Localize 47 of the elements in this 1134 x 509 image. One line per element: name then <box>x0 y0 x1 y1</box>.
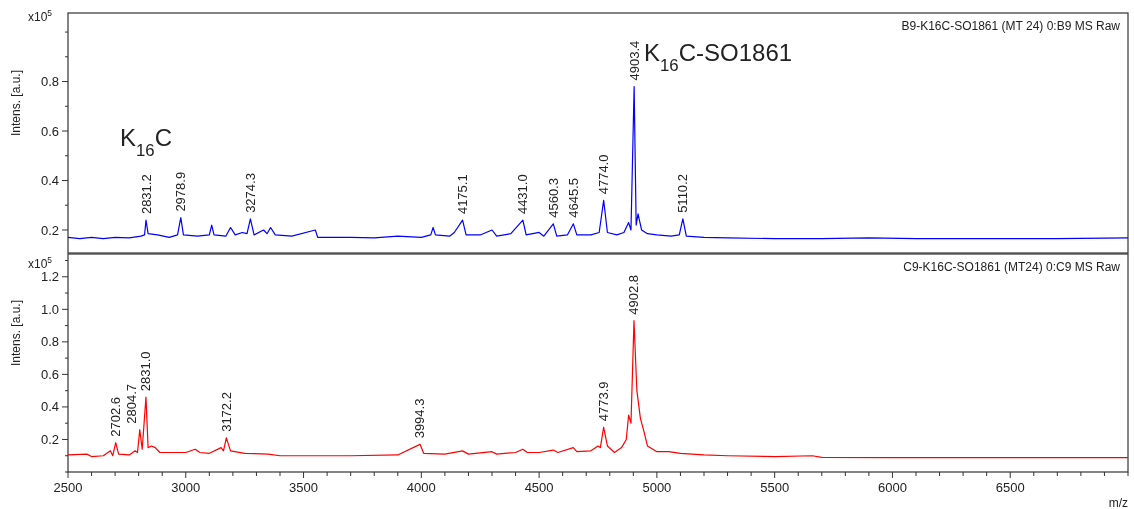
y-tick-label: 1.0 <box>40 301 59 317</box>
annotation: 2831.0 <box>138 351 154 392</box>
y-tick-label: 0.2 <box>40 222 59 238</box>
y-tick-label: 0.6 <box>40 366 59 382</box>
x-tick-label: 5500 <box>760 480 790 495</box>
y-tick-label: 0.2 <box>40 432 59 448</box>
annotation: 3172.2 <box>218 392 234 432</box>
annotation: 2978.9 <box>173 171 189 212</box>
line-series <box>68 85 1128 240</box>
text: x10$^{5}$ <box>28 8 53 24</box>
y-tick-label: 0.4 <box>40 399 59 415</box>
y-tick-label: 0.8 <box>40 74 59 90</box>
x-tick-label: 6000 <box>877 480 907 495</box>
x-axis-title: m/z <box>1108 496 1128 509</box>
annotation: 4175.1 <box>455 174 471 215</box>
annotation: 4774.0 <box>596 154 612 195</box>
annotation: 4902.8 <box>626 274 642 315</box>
annotation: K$_{16}$C-SO1861 <box>644 39 793 75</box>
y-tick-label: 1.2 <box>40 269 59 285</box>
line-series <box>68 320 1128 459</box>
y-tick-label: 0.8 <box>40 334 59 350</box>
y-tick-label: 0.4 <box>40 173 59 189</box>
x-tick-label: 6500 <box>995 480 1025 495</box>
annotation: 2831.2 <box>138 174 154 215</box>
annotation: 2702.6 <box>108 396 124 437</box>
annotation: 4560.3 <box>545 178 561 218</box>
y-axis-title: Intens. [a.u.] <box>9 69 23 137</box>
annotation: 4773.9 <box>596 381 612 422</box>
annotation: 3994.3 <box>412 398 428 439</box>
annotation: 5110.2 <box>675 174 691 213</box>
x-tick-label: 3500 <box>289 480 319 495</box>
annotation: 4903.4 <box>626 40 642 81</box>
annotation: 3274.3 <box>242 173 258 213</box>
x-tick-label: 4500 <box>524 480 554 495</box>
x-tick-label: 2500 <box>53 480 83 495</box>
annotation: 4645.5 <box>565 178 581 218</box>
x-tick-label: 3000 <box>171 480 201 495</box>
annotation: 2804.7 <box>124 383 140 424</box>
x-tick-label: 4000 <box>406 480 436 495</box>
annotation: K$_{16}$C <box>120 124 173 160</box>
text: B9-K16C-SO1861 (MT 24) 0:B9 MS Raw <box>901 19 1121 33</box>
y-tick-label: 0.6 <box>40 123 59 139</box>
annotation: 4431.0 <box>515 174 531 215</box>
x-tick-label: 5000 <box>642 480 672 495</box>
text: C9-K16C-SO1861 (MT24) 0:C9 MS Raw <box>903 260 1121 274</box>
y-axis-title: Intens. [a.u.] <box>9 299 23 367</box>
text: x10$^{5}$ <box>28 255 53 271</box>
